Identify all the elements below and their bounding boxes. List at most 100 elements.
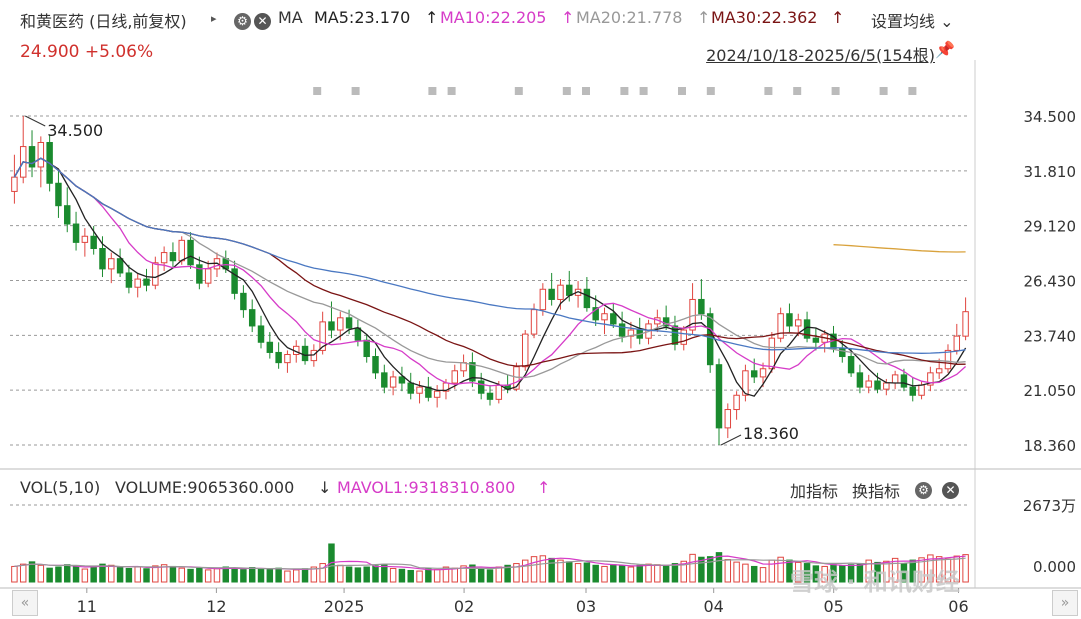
volume-bar-down bbox=[363, 566, 370, 583]
candle-down bbox=[169, 252, 177, 262]
volume-bar-down bbox=[803, 563, 811, 583]
volume-bar-down bbox=[248, 567, 256, 583]
indicator-settings-gear-icon[interactable]: ⚙ bbox=[915, 479, 932, 499]
switch-indicator-button[interactable]: 换指标 bbox=[852, 482, 901, 501]
volume-bar-up bbox=[918, 557, 925, 583]
volume-bar-up bbox=[539, 555, 547, 583]
candle-up bbox=[521, 333, 529, 368]
add-indicator-button[interactable]: 加指标 bbox=[790, 482, 839, 501]
candle-up bbox=[935, 368, 943, 374]
volume-bar-down bbox=[345, 566, 353, 583]
volume-bar-down bbox=[548, 557, 555, 583]
volume-bar-up bbox=[821, 565, 828, 583]
event-marker bbox=[562, 87, 571, 95]
volume-down-arrow-icon: ↓ bbox=[318, 478, 332, 497]
event-marker bbox=[428, 87, 437, 95]
candle-down bbox=[839, 347, 846, 358]
candle-up bbox=[319, 321, 326, 351]
volume-bar-down bbox=[257, 568, 265, 583]
title-expand-icon[interactable]: ▸ bbox=[211, 12, 217, 25]
candle-down bbox=[328, 321, 335, 331]
volume-bar-down bbox=[231, 567, 238, 583]
volume-bar-up bbox=[953, 555, 961, 583]
volume-bar-up bbox=[759, 567, 767, 583]
candle-up bbox=[759, 368, 767, 378]
scroll-right-button[interactable]: » bbox=[1052, 590, 1078, 616]
candle-up bbox=[204, 268, 212, 284]
ma10-value: MA10:22.205 bbox=[440, 8, 547, 27]
volume-value: VOLUME:9065360.000 bbox=[115, 478, 295, 497]
volume-bar-down bbox=[116, 567, 124, 583]
candle-down bbox=[55, 182, 62, 207]
low-annotation-label: 18.360 bbox=[743, 424, 799, 443]
volume-bar-down bbox=[486, 569, 494, 583]
volume-bar-up bbox=[654, 564, 661, 583]
price-tick-label: 34.500 bbox=[1024, 108, 1077, 126]
candle-down bbox=[398, 376, 406, 384]
volume-bar-up bbox=[795, 561, 802, 583]
volume-tick-label: 0.000 bbox=[1033, 558, 1076, 576]
volume-bar-down bbox=[856, 563, 864, 583]
volume-bar-down bbox=[592, 564, 599, 583]
volume-bar-down bbox=[750, 565, 758, 583]
volume-bar-down bbox=[583, 562, 591, 583]
volume-bar-down bbox=[275, 567, 282, 583]
candle-up bbox=[891, 374, 899, 384]
volume-bar-down bbox=[354, 567, 362, 583]
candle-down bbox=[125, 272, 133, 288]
scroll-left-button[interactable]: « bbox=[12, 590, 38, 616]
candle-down bbox=[372, 356, 379, 374]
settings-gear-icon[interactable]: ⚙ bbox=[234, 10, 251, 30]
x-axis-label: 03 bbox=[576, 597, 596, 616]
set-ma-button[interactable]: 设置均线 ⌄ bbox=[871, 12, 954, 31]
volume-bar-up bbox=[108, 564, 115, 583]
event-marker bbox=[908, 87, 917, 95]
candle-down bbox=[698, 298, 705, 315]
volume-bar-down bbox=[909, 559, 916, 583]
candle-down bbox=[874, 380, 881, 390]
volume-bar-up bbox=[160, 564, 168, 583]
candle-down bbox=[786, 313, 793, 327]
volume-bar-down bbox=[55, 566, 62, 583]
price-change: +5.06% bbox=[84, 42, 154, 62]
candle-up bbox=[433, 390, 441, 398]
candle-down bbox=[706, 313, 714, 366]
candle-down bbox=[363, 339, 370, 358]
volume-bar-down bbox=[46, 567, 53, 583]
event-marker bbox=[514, 87, 523, 95]
candle-up bbox=[601, 313, 608, 321]
volume-bar-up bbox=[204, 569, 212, 583]
candle-down bbox=[486, 392, 494, 400]
ma5-line bbox=[13, 157, 967, 397]
close-ma-icon[interactable]: ✕ bbox=[254, 10, 271, 30]
candle-down bbox=[477, 380, 485, 394]
date-range[interactable]: 2024/10/18-2025/6/5(154根) bbox=[706, 46, 935, 65]
pin-icon[interactable]: 📌 bbox=[935, 40, 955, 59]
volume-bar-up bbox=[521, 559, 529, 583]
volume-bar-up bbox=[37, 564, 45, 583]
event-marker bbox=[313, 87, 322, 95]
candle-down bbox=[900, 374, 908, 388]
volume-bar-down bbox=[636, 564, 643, 583]
volume-bar-up bbox=[442, 566, 450, 583]
volume-bar-up bbox=[733, 561, 740, 583]
price-tick-label: 21.050 bbox=[1024, 382, 1077, 400]
indicator-close-icon[interactable]: ✕ bbox=[942, 479, 959, 499]
volume-bar-down bbox=[28, 561, 36, 583]
candle-down bbox=[671, 325, 679, 345]
price-tick-label: 26.430 bbox=[1024, 273, 1077, 291]
candle-down bbox=[407, 382, 414, 394]
candle-down bbox=[566, 284, 573, 296]
x-axis-label: 06 bbox=[948, 597, 968, 616]
volume-bar-down bbox=[301, 568, 309, 583]
candle-down bbox=[301, 345, 309, 362]
volume-bar-up bbox=[284, 570, 291, 583]
candle-down bbox=[715, 364, 723, 429]
volume-bar-down bbox=[90, 567, 97, 583]
candle-down bbox=[248, 309, 256, 327]
volume-bar-up bbox=[81, 568, 89, 583]
watermark: 雪球 · 和讯财经 bbox=[790, 568, 960, 596]
high-annotation-pointer bbox=[24, 115, 46, 127]
candle-up bbox=[777, 313, 784, 339]
